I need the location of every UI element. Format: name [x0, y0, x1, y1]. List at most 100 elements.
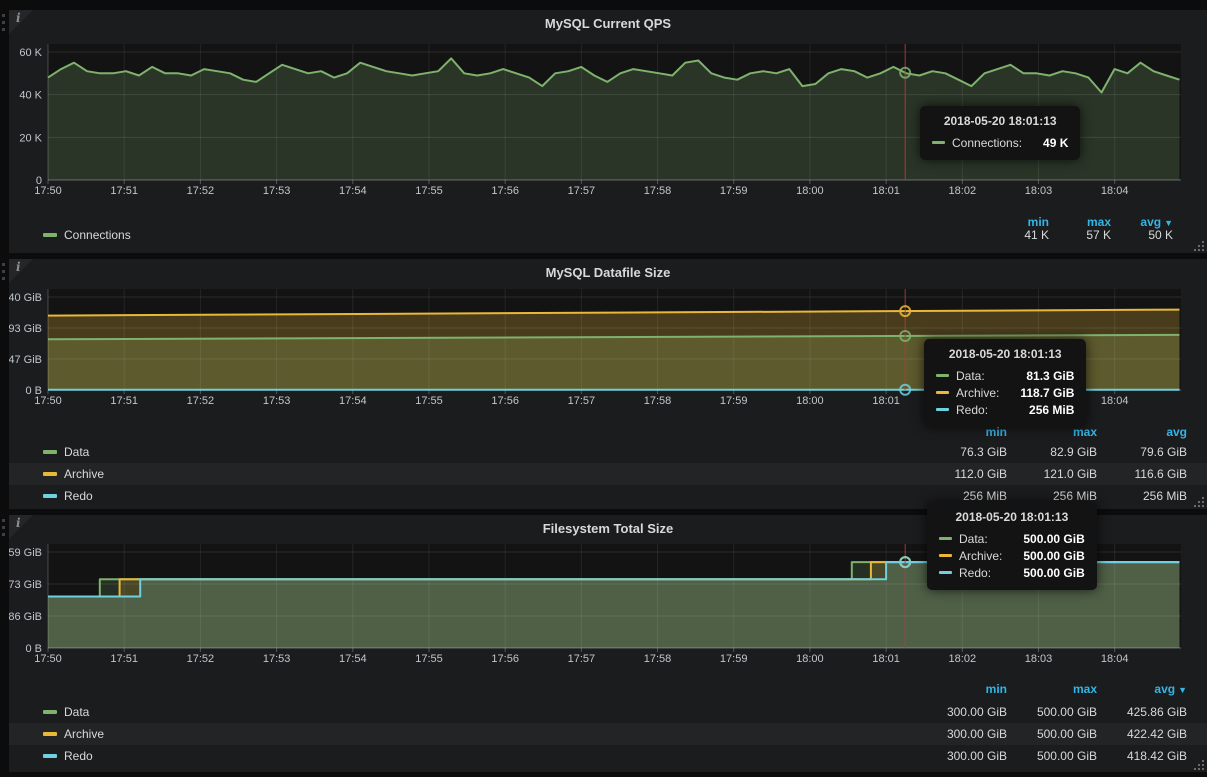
svg-text:18:00: 18:00 [796, 185, 824, 197]
svg-text:17:56: 17:56 [491, 395, 519, 407]
stat-col-avg[interactable]: avg [1166, 425, 1187, 439]
legend: Data 300.00 GiB 500.00 GiB 425.86 GiB Ar… [9, 701, 1207, 767]
svg-text:17:54: 17:54 [339, 185, 367, 197]
series-color-dash-icon [43, 754, 57, 758]
stat-col-min[interactable]: min [985, 425, 1007, 439]
stat-col-min[interactable]: min [985, 682, 1007, 696]
svg-text:17:56: 17:56 [491, 185, 519, 197]
stat-max: 500.00 GiB [1036, 749, 1097, 763]
svg-text:17:53: 17:53 [263, 185, 291, 197]
tooltip-series-value: 118.7 GiB [1020, 385, 1075, 400]
stat-col-min[interactable]: min [1027, 215, 1049, 229]
svg-text:17:53: 17:53 [263, 395, 291, 407]
sort-caret-icon: ▼ [1178, 685, 1187, 695]
panel-filesystem-total-size: i Filesystem Total Size 559 GiB 373 GiB 18… [9, 515, 1207, 772]
row-drag-handle-icon[interactable] [2, 14, 7, 31]
legend-stats-header: min max avg [9, 425, 1207, 441]
svg-text:20 K: 20 K [19, 132, 42, 144]
stat-max: 500.00 GiB [1036, 727, 1097, 741]
series-color-dash-icon [939, 554, 952, 557]
legend-row[interactable]: Connections 41 K 57 K 50 K [9, 224, 1207, 246]
legend-label[interactable]: Data [64, 445, 90, 459]
chart-mysql-current-qps[interactable]: 60 K 40 K 20 K 017:50 17:51 17:52 17:53 17:54 17… [9, 36, 1207, 204]
legend-row[interactable]: Redo 300.00 GiB 500.00 GiB 418.42 GiB [9, 745, 1207, 767]
svg-text:17:51: 17:51 [110, 185, 138, 197]
stat-col-max[interactable]: max [1072, 682, 1097, 696]
svg-text:17:57: 17:57 [568, 653, 596, 665]
stat-min: 41 K [1024, 228, 1049, 242]
stat-avg: 50 K [1148, 228, 1173, 242]
series-color-dash-icon [932, 141, 945, 144]
legend-row[interactable]: Archive 300.00 GiB 500.00 GiB 422.42 GiB [9, 723, 1207, 745]
svg-text:17:50: 17:50 [34, 185, 62, 197]
row-drag-handle-icon[interactable] [2, 263, 7, 280]
chart-mysql-datafile-size[interactable]: 140 GiB 93 GiB 47 GiB 0 B17:50 17:51 17:52 17:… [9, 285, 1207, 417]
stat-avg: 425.86 GiB [1126, 705, 1187, 719]
panel-corner [9, 259, 33, 283]
stat-col-max[interactable]: max [1072, 425, 1097, 439]
legend-row[interactable]: Data 76.3 GiB 82.9 GiB 79.6 GiB [9, 441, 1207, 463]
dashboard-area: i MySQL Current QPS 60 K 40 K 20 K 0 17:50 17… [0, 0, 1207, 777]
legend-row[interactable]: Data 300.00 GiB 500.00 GiB 425.86 GiB [9, 701, 1207, 723]
series-color-dash-icon [43, 494, 57, 498]
stat-max: 121.0 GiB [1043, 467, 1097, 481]
stat-max: 82.9 GiB [1050, 445, 1097, 459]
svg-text:17:56: 17:56 [491, 653, 519, 665]
tooltip-timestamp: 2018-05-20 18:01:13 [943, 114, 1057, 128]
svg-text:186 GiB: 186 GiB [9, 611, 42, 623]
legend-label[interactable]: Archive [64, 727, 105, 741]
panel-corner [9, 10, 33, 34]
legend-label[interactable]: Redo [64, 749, 93, 763]
legend-row[interactable]: Redo 256 MiB 256 MiB 256 MiB [9, 485, 1207, 507]
tooltip-series-value: 500.00 GiB [1023, 531, 1085, 546]
svg-text:17:57: 17:57 [568, 185, 596, 197]
stat-col-avg[interactable]: avg ▼ [1140, 215, 1173, 229]
svg-text:47 GiB: 47 GiB [9, 354, 42, 366]
legend: Data 76.3 GiB 82.9 GiB 79.6 GiB Archive … [9, 441, 1207, 507]
panel-resize-handle-icon[interactable] [1194, 240, 1205, 251]
stat-avg: 418.42 GiB [1126, 749, 1187, 763]
legend-row[interactable]: Archive 112.0 GiB 121.0 GiB 116.6 GiB [9, 463, 1207, 485]
legend: Connections 41 K 57 K 50 K [9, 224, 1207, 246]
svg-text:18:02: 18:02 [949, 653, 977, 665]
stat-min: 300.00 GiB [946, 705, 1007, 719]
row-drag-handle-icon[interactable] [2, 519, 7, 536]
svg-text:140 GiB: 140 GiB [9, 292, 42, 304]
panel-title[interactable]: Filesystem Total Size [542, 521, 674, 536]
stat-col-avg[interactable]: avg ▼ [1154, 682, 1187, 696]
info-icon[interactable]: i [16, 11, 21, 25]
svg-text:17:52: 17:52 [187, 395, 215, 407]
legend-label[interactable]: Connections [64, 228, 131, 242]
panel-resize-handle-icon[interactable] [1194, 759, 1205, 770]
svg-text:17:59: 17:59 [720, 185, 748, 197]
panel-resize-handle-icon[interactable] [1194, 496, 1205, 507]
svg-text:17:50: 17:50 [34, 395, 62, 407]
svg-text:17:59: 17:59 [720, 395, 748, 407]
stat-col-max[interactable]: max [1086, 215, 1111, 229]
svg-text:17:58: 17:58 [644, 653, 672, 665]
series-color-dash-icon [43, 472, 57, 476]
stat-max: 500.00 GiB [1036, 705, 1097, 719]
legend-label[interactable]: Redo [64, 489, 93, 503]
svg-text:18:04: 18:04 [1101, 185, 1129, 197]
svg-text:17:55: 17:55 [415, 185, 443, 197]
tooltip-series-value: 256 MiB [1029, 402, 1075, 417]
svg-text:17:52: 17:52 [187, 653, 215, 665]
panel-title[interactable]: MySQL Current QPS [544, 16, 672, 31]
legend-label[interactable]: Archive [64, 467, 105, 481]
sort-caret-icon: ▼ [1164, 218, 1173, 228]
series-color-dash-icon [43, 710, 57, 714]
svg-text:17:59: 17:59 [720, 653, 748, 665]
tooltip-series-label: Data: [956, 368, 985, 383]
svg-text:60 K: 60 K [19, 47, 42, 59]
series-color-dash-icon [43, 732, 57, 736]
info-icon[interactable]: i [16, 516, 21, 530]
stat-min: 112.0 GiB [954, 467, 1007, 481]
tooltip-series-label: Archive: [956, 385, 1000, 400]
info-icon[interactable]: i [16, 260, 21, 274]
legend-label[interactable]: Data [64, 705, 90, 719]
series-color-dash-icon [936, 374, 949, 377]
series-color-dash-icon [43, 450, 57, 454]
panel-title[interactable]: MySQL Datafile Size [545, 265, 671, 280]
